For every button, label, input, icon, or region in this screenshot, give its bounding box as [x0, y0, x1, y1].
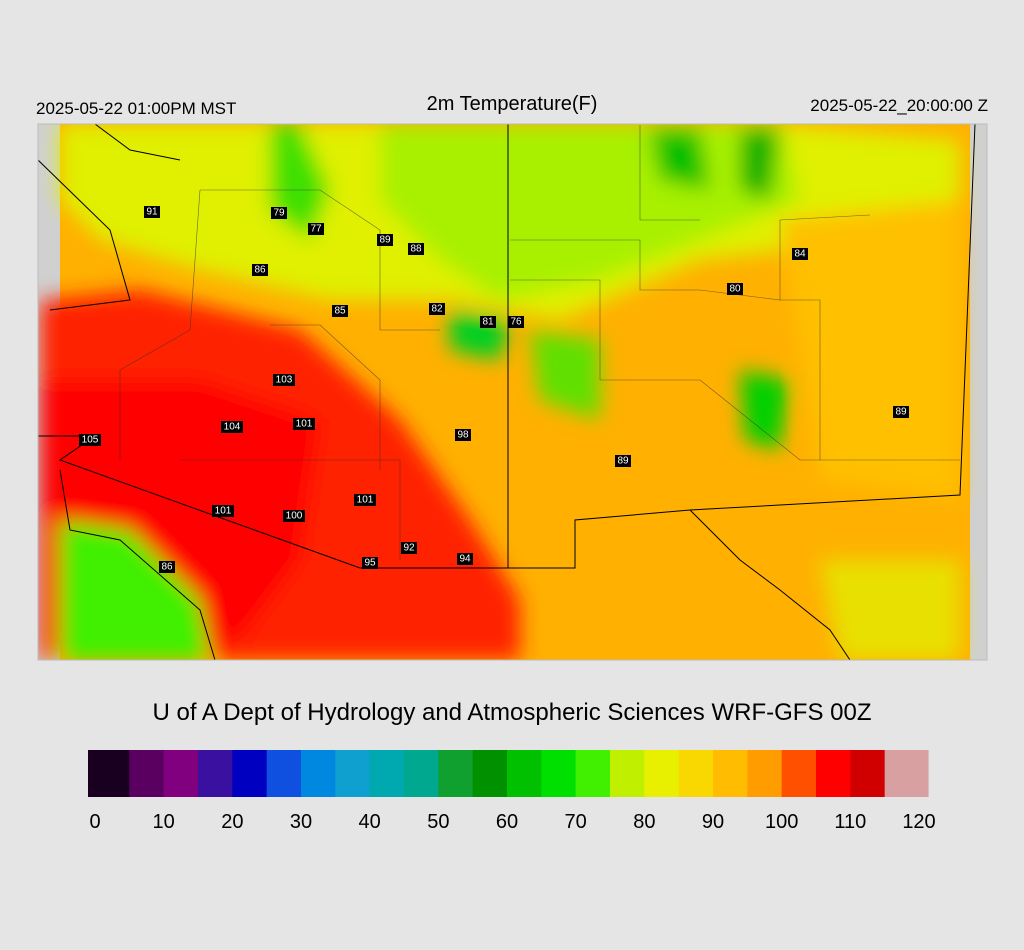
colorbar-band	[198, 750, 233, 797]
colorbar-band	[129, 750, 165, 797]
station-box	[377, 234, 393, 246]
colorbar-tick-label: 100	[765, 811, 798, 833]
station-box	[429, 303, 445, 315]
colorbar-band	[369, 750, 405, 797]
station-box	[283, 510, 305, 522]
map-title: 2m Temperature(F)	[427, 93, 598, 115]
station-value: 95	[364, 558, 376, 569]
station-box	[480, 316, 496, 328]
station-box	[144, 206, 160, 218]
station-value: 86	[161, 562, 173, 573]
station-value: 89	[895, 407, 907, 418]
colorbar-tick-label: 110	[834, 811, 866, 833]
colorbar-tick-label: 120	[902, 811, 935, 833]
station-value: 92	[403, 543, 415, 554]
colorbar-tick-label: 30	[290, 811, 312, 833]
map-frame	[37, 123, 988, 661]
station-value: 76	[510, 317, 522, 328]
colorbar-band	[644, 750, 680, 797]
colorbar-band	[781, 750, 817, 797]
colorbar-tick-label: 20	[221, 811, 243, 833]
station-box	[401, 542, 417, 554]
station-box	[293, 418, 315, 430]
colorbar-band	[404, 750, 439, 797]
station-value: 98	[457, 430, 469, 441]
valid-utc: 2025-05-22_20:00:00 Z	[810, 96, 988, 115]
station-value: 101	[296, 419, 313, 430]
colorbar-band	[163, 750, 199, 797]
colorbar-tick-label: 70	[565, 811, 587, 833]
station-labels: 91 79 77 89 88 86 85 82 81 76 84 80 103 104 101 98 105 89…	[79, 206, 909, 573]
colorbar-band	[816, 750, 851, 797]
colorbar-tick-label: 40	[359, 811, 381, 833]
credit: U of A Dept of Hydrology and Atmospheric…	[153, 699, 872, 726]
colorbar-band	[472, 750, 508, 797]
colorbar-band	[541, 750, 577, 797]
station-value: 89	[379, 235, 391, 246]
station-value: 103	[276, 375, 293, 386]
station-box	[212, 505, 234, 517]
colorbar-band	[88, 750, 130, 797]
colorbar-band	[335, 750, 371, 797]
station-value: 100	[286, 511, 303, 522]
station-value: 94	[459, 554, 471, 565]
colorbar-band	[301, 750, 336, 797]
colorbar-band	[610, 750, 645, 797]
station-box	[457, 553, 473, 565]
colorbar-band	[507, 750, 542, 797]
station-value: 104	[224, 422, 241, 433]
colorbar-band	[575, 750, 611, 797]
colorbar-band	[884, 750, 929, 797]
station-box	[252, 264, 268, 276]
station-value: 81	[482, 317, 494, 328]
county-lines	[119, 125, 960, 560]
station-box	[159, 561, 175, 573]
station-box	[79, 434, 101, 446]
station-value: 105	[82, 435, 99, 446]
colorbar-band	[678, 750, 714, 797]
station-value: 77	[310, 224, 322, 235]
colorbar: 0 10 20 30 40 50 60 70 80 90 100 110 120	[88, 750, 936, 833]
station-box	[893, 406, 909, 418]
colorbar-tick-label: 0	[89, 811, 100, 833]
station-box	[362, 557, 378, 569]
station-value: 84	[794, 249, 806, 260]
valid-local: 2025-05-22 01:00PM MST	[36, 99, 236, 118]
colorbar-tick-label: 60	[496, 811, 518, 833]
colorbar-tick-label: 50	[427, 811, 449, 833]
station-value: 80	[729, 284, 741, 295]
station-box	[408, 243, 424, 255]
station-value: 89	[617, 456, 629, 467]
station-box	[508, 316, 524, 328]
colorbar-tick-label: 80	[633, 811, 655, 833]
colorbar-tick-label: 10	[153, 811, 175, 833]
station-box	[615, 455, 631, 467]
colorbar-band	[232, 750, 268, 797]
colorbar-tick-label: 90	[702, 811, 724, 833]
station-value: 79	[273, 208, 285, 219]
colorbar-band	[747, 750, 783, 797]
station-box	[332, 305, 348, 317]
station-box	[792, 248, 808, 260]
station-box	[221, 421, 243, 433]
station-value: 82	[431, 304, 443, 315]
station-value: 85	[334, 306, 346, 317]
station-box	[727, 283, 743, 295]
station-value: 91	[146, 207, 158, 218]
station-value: 101	[215, 506, 232, 517]
colorbar-band	[438, 750, 474, 797]
colorbar-band	[713, 750, 748, 797]
station-box	[273, 374, 295, 386]
station-value: 86	[254, 265, 266, 276]
station-value: 88	[410, 244, 422, 255]
colorbar-band	[266, 750, 302, 797]
station-box	[308, 223, 324, 235]
station-box	[354, 494, 376, 506]
station-value: 101	[357, 495, 374, 506]
colorbar-band	[850, 750, 886, 797]
station-box	[271, 207, 287, 219]
station-box	[455, 429, 471, 441]
temperature-field	[38, 124, 987, 660]
